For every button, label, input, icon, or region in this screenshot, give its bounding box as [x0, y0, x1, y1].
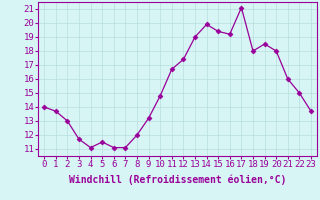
X-axis label: Windchill (Refroidissement éolien,°C): Windchill (Refroidissement éolien,°C) — [69, 175, 286, 185]
